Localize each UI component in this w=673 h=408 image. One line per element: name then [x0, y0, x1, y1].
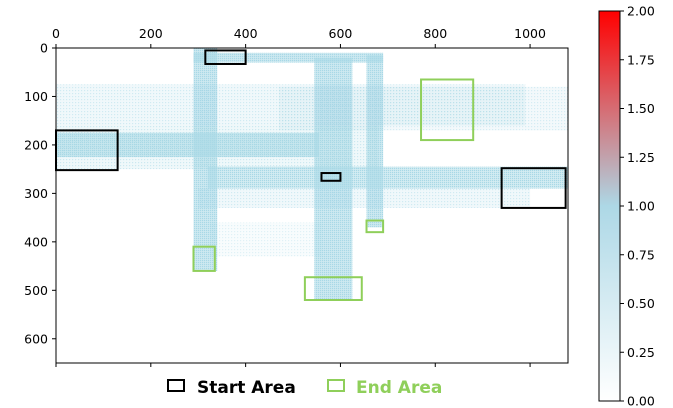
- colorbar-tick-label: 0.00: [627, 394, 655, 408]
- x-tick-label: 1000: [514, 26, 546, 41]
- trajectory-band-texture: [278, 86, 568, 131]
- x-axis-ticks: 0 200 400 600 800 1000: [52, 26, 546, 367]
- colorbar: 0.00 0.25 0.50 0.75 1.00 1.25 1.50 1.75 2.00: [598, 4, 655, 408]
- y-tick-label: 200: [24, 137, 48, 152]
- colorbar-tick-label: 1.50: [627, 101, 655, 116]
- y-tick-label: 100: [24, 89, 48, 104]
- trajectory-band-texture: [193, 52, 384, 63]
- y-tick-label: 400: [24, 234, 48, 249]
- x-tick-label: 600: [329, 26, 353, 41]
- colorbar-tick-label: 1.25: [627, 150, 655, 165]
- colorbar-tick-label: 1.00: [627, 199, 655, 214]
- trajectory-band-texture: [210, 222, 322, 257]
- legend-end-swatch: [327, 379, 345, 392]
- colorbar-tick-label: 2.00: [627, 4, 655, 19]
- legend-end-label: End Area: [356, 378, 442, 398]
- start-area-box: [320, 172, 342, 182]
- x-tick-label: 0: [52, 26, 60, 41]
- trajectory-band-texture: [56, 125, 379, 170]
- legend: Start Area End Area: [167, 378, 442, 398]
- y-tick-label: 0: [40, 41, 48, 56]
- trajectory-band: [193, 52, 384, 63]
- trajectory-band: [278, 86, 568, 131]
- y-tick-label: 500: [24, 283, 48, 298]
- colorbar-tick-label: 0.50: [627, 296, 655, 311]
- end-area-box: [420, 78, 475, 142]
- trajectory-band: [207, 166, 568, 189]
- y-tick-label: 600: [24, 331, 48, 346]
- trajectory-band-texture: [207, 166, 568, 189]
- y-axis-ticks: 0 100 200 300 400 500 600: [24, 41, 56, 346]
- x-tick-label: 800: [423, 26, 447, 41]
- colorbar-gradient: [598, 10, 621, 402]
- x-tick-label: 400: [234, 26, 258, 41]
- x-tick-label: 200: [139, 26, 163, 41]
- end-area-box: [192, 245, 216, 272]
- legend-start-swatch: [167, 379, 185, 392]
- trajectory-density: [56, 48, 568, 300]
- start-area-box: [500, 167, 567, 209]
- plot-area: 0 200 400 600 800 1000 0 100 200 300 400 500 600: [24, 26, 569, 367]
- colorbar-tick-label: 0.75: [627, 247, 655, 262]
- end-area-box: [365, 219, 385, 234]
- colorbar-tick-label: 1.75: [627, 52, 655, 67]
- colorbar-ticks: 0.00 0.25 0.50 0.75 1.00 1.25 1.50 1.75 2.00: [620, 4, 655, 408]
- legend-start-label: Start Area: [197, 378, 296, 398]
- trajectory-band: [198, 188, 531, 208]
- colorbar-tick-label: 0.25: [627, 345, 655, 360]
- y-tick-label: 300: [24, 186, 48, 201]
- start-area-box: [204, 49, 247, 65]
- trajectory-band-texture: [198, 188, 531, 208]
- trajectory-band: [210, 222, 322, 257]
- trajectory-band: [56, 125, 379, 170]
- plot-frame: [55, 47, 569, 364]
- end-area-box: [303, 276, 363, 302]
